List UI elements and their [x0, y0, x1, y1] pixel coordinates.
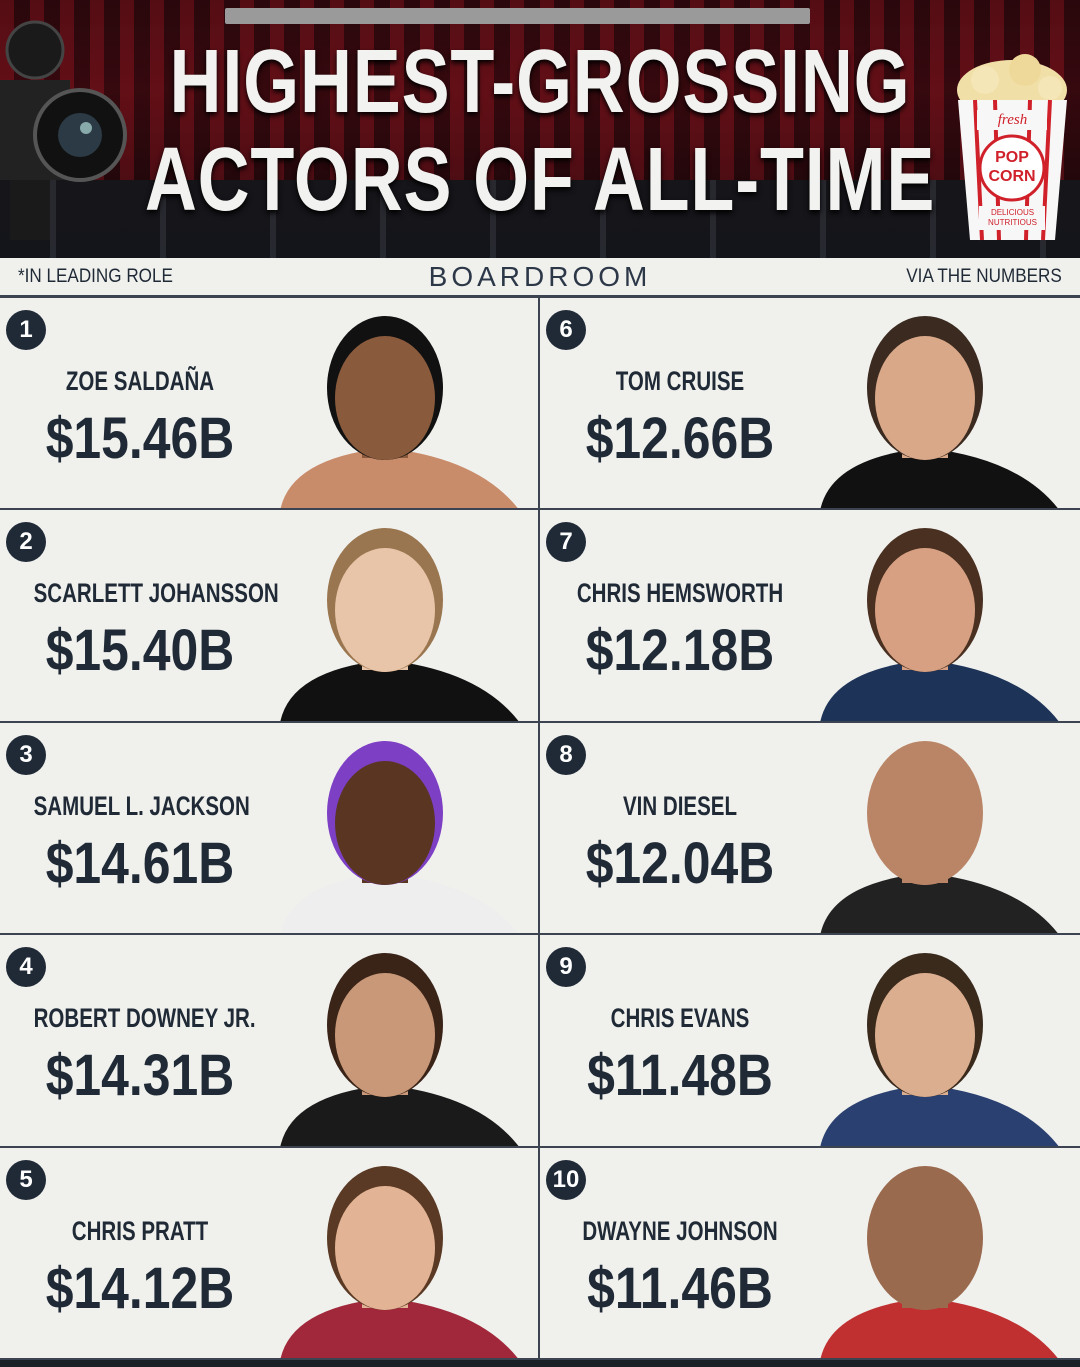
actor-photo: [820, 1165, 1058, 1358]
actor-photo: [820, 528, 1058, 721]
header-banner: HIGHEST-GROSSING ACTORS OF ALL-TIME fres…: [0, 0, 1080, 258]
actor-name: ROBERT DOWNEY JR.: [33, 1003, 256, 1034]
actor-card: 10 DWAYNE JOHNSON $11.46B: [540, 1148, 1080, 1360]
title-line-2: ACTORS OF ALL-TIME: [144, 130, 936, 230]
actor-photo: [820, 740, 1058, 934]
actor-photo: [280, 740, 518, 934]
actor-gross: $12.66B: [585, 406, 775, 471]
popcorn-brand-text: POP CORN: [988, 149, 1036, 185]
leading-role-note: *IN LEADING ROLE: [18, 266, 173, 287]
actor-card: 5 CHRIS PRATT $14.12B: [0, 1147, 540, 1360]
popcorn-logo: fresh POP CORN DELICIOUS NUTRITIOUS: [955, 40, 1070, 245]
rank-badge: 1: [6, 310, 46, 350]
actor-card: 6 TOM CRUISE $12.66B: [540, 298, 1080, 511]
actor-name: VIN DIESEL: [622, 790, 738, 821]
actor-gross: $15.40B: [45, 618, 235, 684]
popcorn-box-icon: [957, 54, 1067, 241]
rank-badge: 8: [546, 734, 586, 775]
actor-gross: $14.31B: [45, 1043, 235, 1109]
actor-name: CHRIS PRATT: [71, 1215, 209, 1246]
actor-card: 4 ROBERT DOWNEY JR. $14.31B: [0, 935, 540, 1148]
actor-gross: $11.46B: [587, 1255, 773, 1321]
actor-gross: $12.04B: [585, 830, 775, 896]
actor-card: 3 SAMUEL L. JACKSON $14.61B: [0, 722, 540, 936]
actor-name: DWAYNE JOHNSON: [582, 1215, 778, 1246]
actor-card: 8 VIN DIESEL $12.04B: [540, 723, 1080, 936]
source-credit: VIA THE NUMBERS: [906, 266, 1062, 287]
rank-badge: 6: [546, 310, 586, 350]
popcorn-tagline-text: DELICIOUS NUTRITIOUS: [988, 208, 1037, 227]
film-camera-icon: [0, 20, 127, 240]
actor-name: TOM CRUISE: [615, 366, 745, 396]
actor-card: 9 CHRIS EVANS $11.48B: [540, 935, 1080, 1148]
actor-card: 1 ZOE SALDAÑA $15.46B: [0, 298, 540, 511]
actor-name: SAMUEL L. JACKSON: [33, 790, 250, 821]
actor-photo: [280, 528, 518, 721]
info-strip: *IN LEADING ROLE BOARDROOM VIA THE NUMBE…: [0, 258, 1080, 298]
actor-gross: $14.12B: [45, 1255, 235, 1321]
curtain-background: [0, 0, 1080, 180]
brand-logo: BOARDROOM: [428, 261, 652, 292]
theater-seats: [0, 180, 1080, 258]
title-line-1: HIGHEST-GROSSING: [169, 32, 911, 132]
rank-badge: 9: [546, 947, 586, 988]
actor-photo: [820, 953, 1058, 1146]
actors-grid: 1 ZOE SALDAÑA $15.46B 2 SCARLETT JOHANSS…: [0, 298, 1080, 1360]
actor-card: 2 SCARLETT JOHANSSON $15.40B: [0, 510, 540, 723]
actor-gross: $15.46B: [45, 406, 235, 471]
actor-gross: $11.48B: [587, 1043, 773, 1109]
rank-badge: 7: [546, 522, 586, 563]
rank-badge: 10: [546, 1159, 586, 1200]
rank-badge: 2: [6, 522, 46, 563]
actor-photo: [280, 1165, 518, 1358]
actor-photo: [820, 316, 1058, 509]
actor-name: CHRIS EVANS: [610, 1003, 750, 1034]
rank-badge: 3: [6, 734, 46, 775]
actor-card: 7 CHRIS HEMSWORTH $12.18B: [540, 510, 1080, 723]
actor-photo: [280, 316, 518, 509]
actor-name: CHRIS HEMSWORTH: [576, 578, 784, 609]
rank-badge: 5: [6, 1159, 46, 1200]
actor-name: ZOE SALDAÑA: [65, 366, 215, 396]
actor-name: SCARLETT JOHANSSON: [33, 578, 279, 609]
cinema-screen: [225, 8, 810, 24]
actor-gross: $14.61B: [45, 830, 235, 896]
popcorn-fresh-text: fresh: [997, 112, 1028, 128]
actor-photo: [280, 953, 518, 1146]
rank-badge: 4: [6, 947, 46, 988]
actor-gross: $12.18B: [585, 618, 775, 684]
